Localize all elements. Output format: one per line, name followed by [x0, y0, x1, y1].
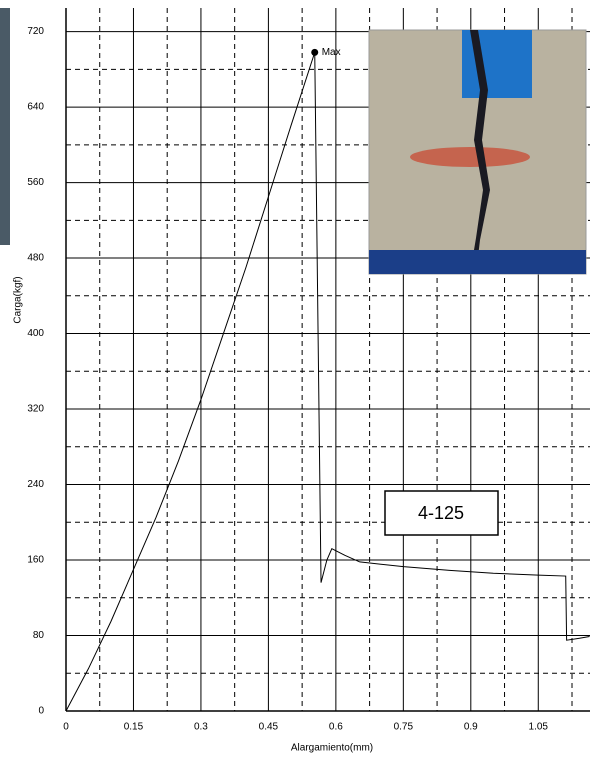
annotation: 4-125	[418, 503, 464, 523]
x-tick-label: 0.15	[124, 722, 144, 733]
data-line	[65, 52, 590, 712]
x-tick-label: 0.45	[259, 722, 279, 733]
y-tick-label: 320	[27, 404, 44, 415]
y-tick-label: 160	[27, 555, 44, 566]
annotation-box	[384, 490, 499, 536]
y-tick-label: 240	[27, 479, 44, 490]
y-tick-label: 400	[27, 328, 44, 339]
max-point	[311, 48, 319, 56]
y-tick-label: 560	[27, 177, 44, 188]
photo-inset	[368, 29, 587, 275]
y-tick-label: 720	[27, 26, 44, 37]
x-tick-label: 0.3	[194, 722, 208, 733]
x-tick-label: 0.75	[394, 722, 414, 733]
y-tick-label: 0	[38, 706, 44, 717]
y-tick-label: 640	[27, 102, 44, 113]
x-tick-label: 1.05	[529, 722, 549, 733]
x-axis-label: Alargamiento(mm)	[291, 743, 373, 754]
photo-strip	[0, 8, 10, 245]
y-tick-label: 80	[33, 630, 45, 641]
x-tick-label: 0.9	[464, 722, 478, 733]
y-axis-label: Carga(kgf)	[13, 276, 24, 323]
max-label: Max	[322, 47, 341, 58]
x-tick-label: 0	[63, 722, 69, 733]
y-tick-label: 480	[27, 253, 44, 264]
x-tick-label: 0.6	[329, 722, 343, 733]
